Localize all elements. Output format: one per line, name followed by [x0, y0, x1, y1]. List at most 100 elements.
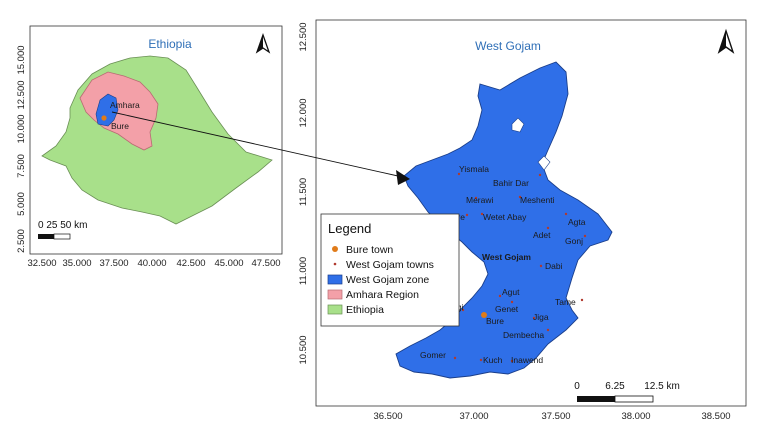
north-arrow-icon — [717, 28, 735, 54]
amhara-polygon — [79, 71, 159, 151]
main-title: West Gojam — [475, 39, 541, 53]
town-dot — [480, 212, 484, 216]
town-label: Genet — [495, 304, 519, 314]
main-xtick: 36.500 — [373, 411, 402, 422]
legend-town-symbol — [333, 262, 337, 266]
town-dot — [546, 226, 550, 230]
town-label: Dabi — [545, 261, 563, 271]
town-label: Adet — [533, 230, 551, 240]
legend-item-label: Ethiopia — [346, 304, 384, 316]
town-dot — [538, 173, 542, 177]
main-ytick: 12.500 — [298, 22, 309, 51]
inset-xtick: 47.500 — [251, 258, 280, 269]
town-dot — [532, 316, 536, 320]
scalebar-tick: 0 — [574, 381, 580, 392]
legend-item-label: West Gojam towns — [346, 259, 434, 271]
inset-xtick: 35.000 — [62, 258, 91, 269]
north-arrow-icon — [255, 33, 271, 54]
main-ytick: 11.500 — [298, 178, 309, 206]
town-dot — [510, 300, 514, 304]
inset-ytick: 12.500 — [16, 80, 27, 109]
legend: Legend Bure town West Gojam towns West G… — [320, 213, 460, 327]
zone-hole — [537, 155, 551, 171]
town-dot — [518, 195, 522, 199]
main-ytick: 12.000 — [298, 98, 309, 127]
zone-label: West Gojam — [482, 252, 531, 262]
town-dot — [583, 234, 587, 238]
town-dot — [580, 298, 584, 302]
town-dot — [461, 308, 465, 312]
town-label: Inawend — [511, 355, 543, 365]
town-label: Kuch — [483, 355, 503, 365]
town-label: Agut — [502, 287, 520, 297]
legend-title: Legend — [328, 221, 371, 236]
inset-scalebar-label: 0 25 50 km — [38, 220, 87, 231]
town-label: Agta — [568, 217, 586, 227]
town-label: Bahir Dar — [493, 178, 529, 188]
town-dot — [539, 264, 543, 268]
main-x-axis: 36.500 37.000 37.500 38.000 38.500 — [373, 411, 730, 422]
legend-item-label: Bure town — [346, 244, 393, 256]
arrowhead-icon — [396, 170, 410, 185]
town-label: Bure — [486, 316, 504, 326]
town-label: Meshenti — [520, 195, 555, 205]
town-dot — [564, 212, 568, 216]
main-xtick: 37.000 — [459, 411, 488, 422]
town-label: Gonj — [565, 236, 583, 246]
main-ytick: 11.000 — [298, 257, 309, 285]
main-scalebar: 0 6.25 12.5 km — [574, 381, 680, 403]
inset-bure-marker — [101, 115, 107, 121]
inset-xtick: 37.500 — [99, 258, 128, 269]
main-xtick: 38.000 — [621, 411, 650, 422]
town-dot — [474, 196, 478, 200]
inset-xtick: 32.500 — [27, 258, 56, 269]
scalebar-tick: 6.25 — [605, 381, 625, 392]
town-label: Jiga — [533, 312, 549, 322]
town-dot — [465, 213, 469, 217]
main-map: West Gojam Yismala Bahir Dar Merawi Mesh… — [298, 19, 747, 422]
connector-line — [111, 111, 399, 177]
inset-title: Ethiopia — [148, 37, 192, 51]
town-label: Dembecha — [503, 330, 544, 340]
inset-scalebar-black — [38, 234, 54, 239]
main-xtick: 38.500 — [701, 411, 730, 422]
town-dot — [457, 172, 461, 176]
legend-item-label: West Gojam zone — [346, 274, 429, 286]
town-dot — [498, 294, 502, 298]
inset-x-axis: 32.500 35.000 37.500 40.000 42.500 45.00… — [27, 258, 280, 269]
inset-xtick: 42.500 — [176, 258, 205, 269]
town-dot — [479, 358, 483, 362]
scalebar-white — [614, 395, 654, 403]
connector-arrow — [111, 111, 410, 185]
inset-xtick: 45.000 — [214, 258, 243, 269]
legend-item-label: Amhara Region — [346, 289, 419, 301]
inset-ytick: 2.500 — [16, 229, 27, 253]
scalebar-tick: 12.5 km — [644, 381, 680, 392]
town-dot — [546, 328, 550, 332]
inset-ytick: 10.000 — [16, 114, 27, 143]
legend-zone-symbol — [327, 274, 343, 285]
main-ytick: 10.500 — [298, 335, 309, 364]
main-y-axis: 12.500 12.000 11.500 11.000 10.500 — [298, 22, 309, 364]
zone-hole — [511, 117, 525, 133]
inset-y-axis: 15.000 12.500 10.000 7.500 5.000 2.500 — [16, 45, 27, 252]
inset-map: Ethiopia Amhara Bure 0 25 50 km 15.000 1… — [16, 25, 283, 269]
legend-box — [320, 213, 460, 327]
inset-bure-label: Bure — [111, 121, 129, 131]
inset-xtick: 40.000 — [137, 258, 166, 269]
town-label: Yismala — [459, 164, 489, 174]
town-dot — [453, 356, 457, 360]
inset-scalebar-white — [53, 233, 71, 240]
inset-ytick: 15.000 — [16, 45, 27, 74]
legend-amhara-symbol — [327, 289, 343, 300]
inset-ytick: 7.500 — [16, 154, 27, 178]
inset-amhara-label: Amhara — [110, 100, 140, 110]
town-label: Wetet Abay — [483, 212, 527, 222]
town-label: Merawi — [466, 195, 494, 205]
inset-ytick: 5.000 — [16, 192, 27, 216]
town-label: Gomer — [420, 350, 446, 360]
bure-marker — [481, 312, 487, 318]
main-xtick: 37.500 — [541, 411, 570, 422]
legend-bure-symbol — [332, 246, 338, 252]
